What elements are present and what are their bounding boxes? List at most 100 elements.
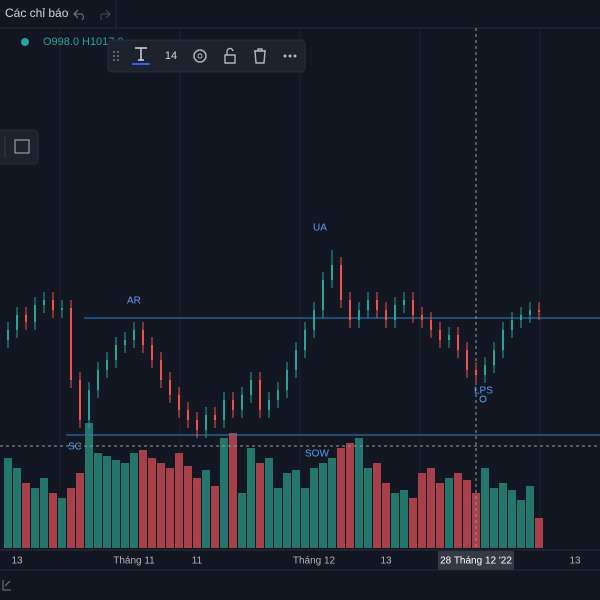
volume-bar — [229, 433, 237, 548]
candle-body — [466, 350, 468, 370]
volume-bar — [94, 453, 102, 548]
volume-bar — [463, 480, 471, 548]
undo-icon[interactable] — [73, 9, 84, 21]
candle-body — [475, 370, 477, 375]
settings-icon[interactable] — [193, 49, 207, 63]
volume-bar — [130, 453, 138, 548]
volume-bar — [193, 478, 201, 548]
volume-bar — [319, 463, 327, 548]
volume-bar — [184, 466, 192, 548]
volume-bar — [103, 456, 111, 548]
candle-body — [268, 400, 270, 410]
x-axis: 13 Tháng 11 11 Tháng 12 13 28 Tháng 12 '22 13 — [11, 551, 581, 570]
candle-body — [241, 395, 243, 410]
volume-bar — [13, 468, 21, 548]
font-size[interactable]: 14 — [165, 50, 177, 62]
candle-body — [457, 335, 459, 350]
candle-body — [115, 345, 117, 360]
volume-bar — [247, 448, 255, 548]
volume-bar — [508, 490, 516, 548]
candle-body — [511, 320, 513, 330]
active-indicator — [132, 63, 150, 65]
candle-body — [484, 365, 486, 375]
volume-bar — [346, 443, 354, 548]
redo-icon[interactable] — [100, 9, 111, 21]
left-toolbar — [0, 129, 39, 165]
candle-body — [214, 415, 216, 420]
candle-body — [385, 310, 387, 320]
volume-bar — [175, 453, 183, 548]
volume-bar — [76, 473, 84, 548]
candle-body — [331, 265, 333, 280]
candle-body — [421, 315, 423, 320]
candle-body — [304, 330, 306, 350]
candle-body — [124, 340, 126, 345]
more-icon[interactable] — [283, 54, 297, 58]
x-tick-label: Tháng 11 — [113, 556, 155, 567]
plot — [0, 28, 600, 550]
candle-body — [223, 400, 225, 420]
candle-body — [493, 350, 495, 365]
candle-body — [88, 390, 90, 420]
volume-bar — [445, 478, 453, 548]
candle-body — [277, 390, 279, 400]
volume-bar — [328, 458, 336, 548]
volume-bar — [292, 470, 300, 548]
candle-body — [430, 320, 432, 330]
candle-body — [232, 400, 234, 410]
x-tick-label: 11 — [192, 556, 203, 567]
volume-bar — [67, 488, 75, 548]
grid — [59, 28, 541, 550]
volume-bar — [31, 488, 39, 548]
candle-body — [52, 300, 54, 310]
bottom-icon[interactable] — [2, 580, 11, 591]
candle-body — [448, 335, 450, 340]
volume-bar — [373, 463, 381, 548]
legend-open: O998.0 — [43, 36, 79, 48]
volume-bar — [166, 468, 174, 548]
candle-body — [529, 310, 531, 315]
candle-body — [502, 330, 504, 350]
candle-body — [367, 300, 369, 310]
volume-bar — [238, 493, 246, 548]
candle-body — [7, 330, 9, 340]
candle-body — [340, 265, 342, 300]
drag-handle[interactable] — [113, 51, 119, 61]
volume-bar — [40, 478, 48, 548]
candle-body — [394, 305, 396, 320]
volume-bar — [391, 493, 399, 548]
volume-bar — [418, 473, 426, 548]
candle-body — [196, 420, 198, 430]
volume-bar — [454, 473, 462, 548]
candle-body — [412, 300, 414, 315]
candle-body — [349, 300, 351, 320]
volume-bar — [400, 490, 408, 548]
text-icon[interactable] — [135, 47, 147, 61]
candle-body — [43, 300, 45, 305]
crosshair-label: 28 Tháng 12 '22 — [440, 556, 512, 567]
candle-body — [358, 310, 360, 320]
annotation: LPS — [474, 386, 493, 397]
volume-bar — [58, 498, 66, 548]
volume-bar — [121, 463, 129, 548]
status-dot — [21, 38, 29, 46]
top-bar — [0, 0, 600, 28]
volume-bar — [499, 483, 507, 548]
volume-bar — [148, 458, 156, 548]
candle-body — [187, 410, 189, 420]
volume-bar — [301, 488, 309, 548]
lock-icon[interactable] — [224, 47, 236, 64]
delete-icon[interactable] — [254, 48, 266, 64]
volume-bar — [265, 458, 273, 548]
indicators-button[interactable]: Các chỉ báo — [5, 6, 69, 20]
volume-bar — [355, 438, 363, 548]
candle-body — [178, 395, 180, 410]
annotation: SC — [68, 442, 82, 453]
volume-bar — [382, 483, 390, 548]
annotations: AR UA LPS SC SOW — [68, 223, 493, 460]
anchor-point[interactable] — [479, 395, 487, 403]
rect-tool-icon[interactable] — [14, 139, 30, 154]
volume-bar — [256, 463, 264, 548]
volume-bar — [490, 488, 498, 548]
